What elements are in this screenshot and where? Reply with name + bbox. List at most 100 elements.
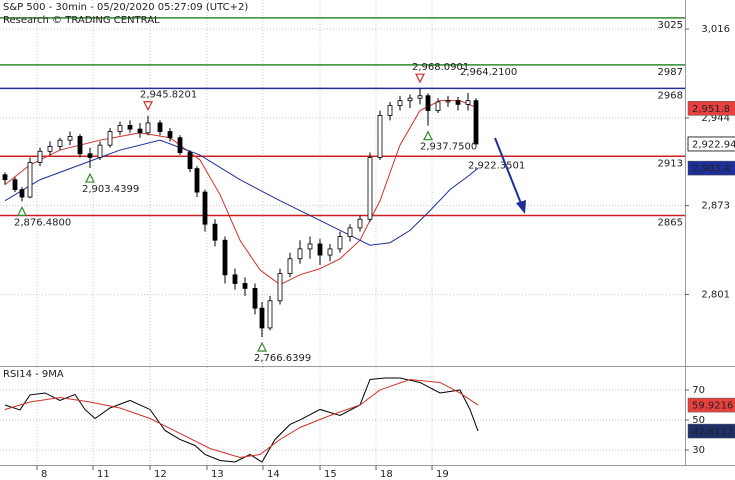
candle-body (77, 136, 83, 155)
annotation-label: 2,903.4399 (82, 184, 139, 195)
candle-body (167, 131, 173, 139)
level-label: 2968 (658, 90, 683, 101)
x-tick-label: 8 (41, 469, 47, 480)
candle-body (357, 218, 363, 229)
price-tag-label: 42.6123 (692, 427, 733, 438)
low-marker (257, 341, 267, 352)
candle-body (455, 100, 461, 105)
candle-body (117, 124, 123, 132)
level-label: 2865 (658, 218, 683, 229)
price-tag-label: 2,903.4 (692, 164, 730, 175)
x-tick-label: 11 (97, 469, 110, 480)
candle-body (445, 100, 451, 103)
candle-body (259, 307, 265, 329)
candle-body (347, 227, 353, 237)
candle-body (157, 122, 163, 132)
candle-body (473, 100, 479, 145)
high-marker (143, 101, 153, 112)
y-tick-label: 2,801 (701, 290, 730, 301)
price-tag (687, 423, 735, 439)
low-marker (17, 206, 27, 216)
price-tag (687, 136, 735, 152)
candle-body (435, 101, 441, 111)
high-marker (415, 73, 425, 84)
price-tag-label: 59.9216 (692, 401, 733, 412)
forecast-arrow (494, 137, 523, 207)
candle-body (137, 128, 143, 134)
annotation-label: 2,922.3501 (468, 161, 525, 172)
candle-body (67, 136, 73, 141)
x-tick-label: 19 (436, 469, 449, 480)
chart-title: S&P 500 - 30min - 05/20/2020 05:27:09 (U… (3, 2, 248, 13)
low-marker (85, 172, 95, 183)
price-tag-label: 2,951.8 (692, 104, 730, 115)
candle-body (277, 273, 283, 302)
forecast-arrowhead (516, 200, 526, 214)
candle-body (397, 100, 403, 107)
candle-body (37, 150, 43, 163)
candle-body (327, 248, 333, 256)
candle-body (377, 115, 383, 158)
annotation-label: 2,937.7500 (420, 142, 477, 153)
candle-body (27, 162, 33, 198)
rsi-line (4, 378, 479, 459)
price-tag (687, 101, 735, 116)
candle-body (307, 243, 313, 250)
candle-body (232, 274, 238, 284)
candle-body (145, 122, 151, 134)
annotation-label: 2,964.2100 (460, 67, 517, 78)
rsi-tick-label: 70 (692, 385, 705, 396)
price-tag (687, 397, 735, 413)
candle-body (107, 131, 113, 146)
candle-body (47, 145, 53, 152)
candle-body (267, 300, 273, 329)
moving-average (4, 139, 479, 246)
candle-body (202, 191, 208, 225)
candle-body (337, 236, 343, 250)
candle-body (387, 105, 393, 116)
level-label: 2913 (658, 158, 683, 169)
candle-body (177, 137, 183, 153)
annotation-label: 2,876.4800 (14, 217, 71, 228)
candle-body (97, 144, 103, 158)
annotation-label: 2,968.0901 (412, 62, 469, 73)
candle-body (287, 258, 293, 274)
price-tag-label: 2,922.94 (692, 139, 735, 150)
low-marker (423, 130, 433, 141)
x-tick-label: 13 (211, 469, 224, 480)
candle-body (194, 168, 200, 193)
annotation-label: 2,945.8201 (140, 90, 197, 101)
x-tick-label: 14 (267, 469, 280, 480)
chart-subtitle: Research © TRADING CENTRAL (3, 15, 160, 26)
y-tick-label: 2,944 (701, 113, 730, 124)
candle-body (407, 97, 413, 102)
candle-body (465, 100, 471, 105)
price-tag (687, 160, 735, 176)
rsi-tick-label: 30 (692, 445, 705, 456)
candle-body (2, 174, 8, 181)
candle-body (317, 243, 323, 256)
y-tick-label: 2,873 (701, 201, 730, 212)
candle-body (87, 153, 93, 158)
candle-body (19, 189, 25, 198)
candle-body (367, 157, 373, 220)
candle-body (222, 239, 228, 276)
x-tick-label: 18 (380, 469, 393, 480)
rsi-tick-label: 50 (692, 415, 705, 426)
candle-body (127, 124, 133, 130)
candle-body (57, 139, 63, 147)
candle-body (187, 152, 193, 170)
annotation-label: 2,766.6399 (254, 353, 311, 364)
candle-body (242, 283, 248, 289)
candle-body (212, 223, 218, 241)
y-tick-label: 3,016 (701, 24, 730, 35)
level-label: 2987 (658, 67, 683, 78)
x-tick-label: 15 (324, 469, 337, 480)
candle-body (297, 248, 303, 260)
rsi-line (4, 377, 479, 463)
panel-title: RSI14 - 9MA (3, 369, 64, 380)
candle-body (425, 95, 431, 111)
